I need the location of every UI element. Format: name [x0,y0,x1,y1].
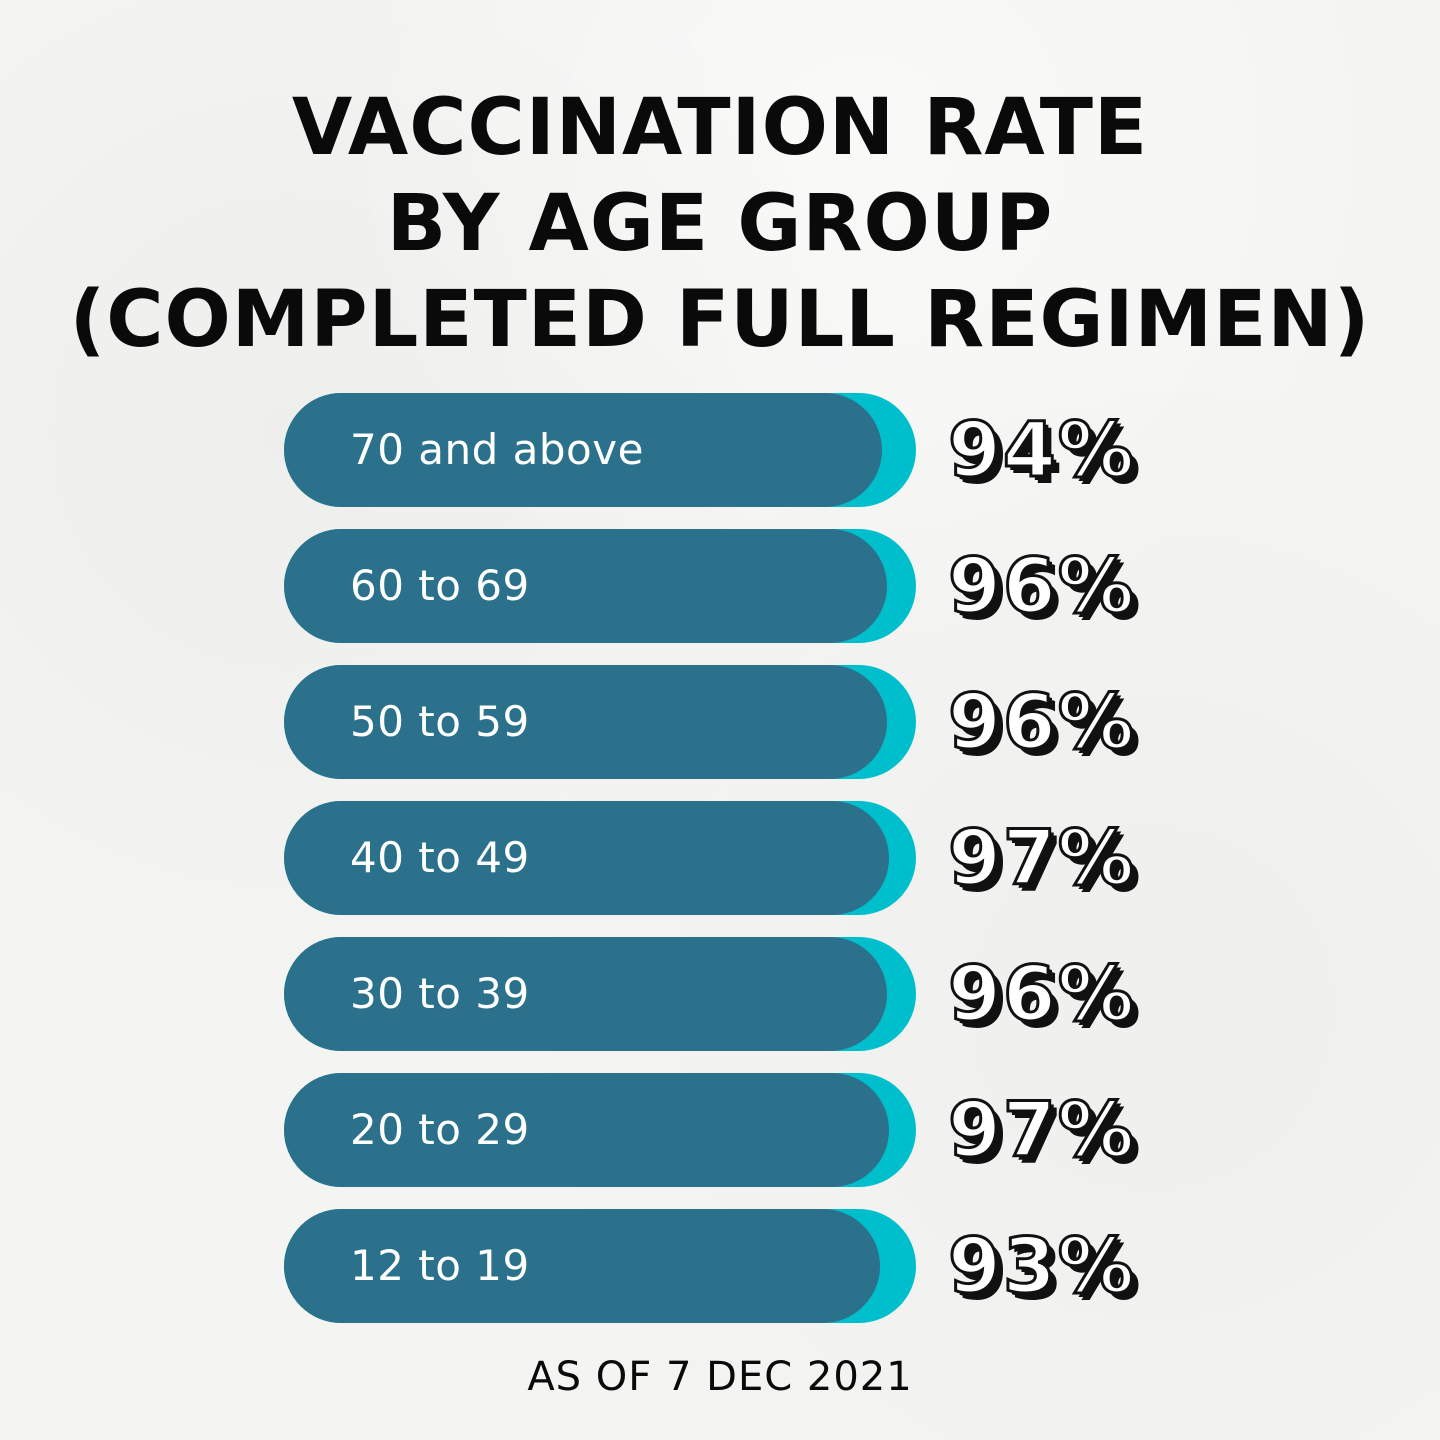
chart-title-line-2: BY AGE GROUP [386,179,1054,269]
as-of-date-footnote: AS OF 7 DEC 2021 [527,1354,913,1400]
bar-track [284,393,916,507]
value-label: 96% [947,948,1136,1040]
bar [284,1073,889,1187]
bar-row: 40 to 49 97% [284,801,1184,915]
bar [284,1209,880,1323]
value-label: 97% [947,1084,1136,1176]
bar-track [284,937,916,1051]
bar [284,801,889,915]
value-label: 96% [947,676,1136,768]
category-label: 60 to 69 [350,561,530,610]
value-label: 96% [947,540,1136,632]
bar-row: 60 to 69 96% [284,529,1184,643]
bar-track [284,801,916,915]
category-label: 70 and above [350,425,644,474]
bar [284,529,887,643]
value-label: 97% [947,812,1136,904]
category-label: 30 to 39 [350,969,530,1018]
chart-title-line-1: VACCINATION RATE [291,83,1149,173]
bar-track [284,1209,916,1323]
bar [284,665,887,779]
chart-title-line-3: (COMPLETED FULL REGIMEN) [69,275,1371,365]
category-label: 12 to 19 [350,1241,530,1290]
bar-row: 12 to 19 93% [284,1209,1184,1323]
chart-title: VACCINATION RATE BY AGE GROUP (COMPLETED… [0,80,1440,368]
bar-track [284,1073,916,1187]
bar-row: 70 and above 94% [284,393,1184,507]
bar-track [284,529,916,643]
bar-row: 30 to 39 96% [284,937,1184,1051]
bar-track [284,665,916,779]
category-label: 40 to 49 [350,833,530,882]
bar [284,393,882,507]
bar [284,937,887,1051]
category-label: 20 to 29 [350,1105,530,1154]
category-label: 50 to 59 [350,697,530,746]
bar-row: 50 to 59 96% [284,665,1184,779]
value-label: 94% [947,404,1136,496]
bar-row: 20 to 29 97% [284,1073,1184,1187]
value-label: 93% [947,1220,1136,1312]
